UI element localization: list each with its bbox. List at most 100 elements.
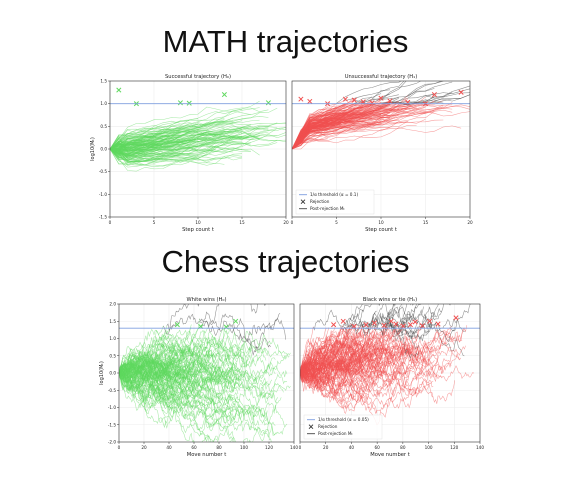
x-tick-label: 60 bbox=[191, 445, 197, 450]
post-rejection-line bbox=[387, 306, 429, 341]
x-tick-label: 20 bbox=[467, 220, 473, 225]
x-tick-label: 20 bbox=[141, 445, 147, 450]
chart-title: White wins (H₀) bbox=[186, 297, 226, 303]
chart-panel-3: White wins (H₀) 0 20 40 60 80 100 120 140 Move nu… bbox=[99, 297, 298, 458]
rejection-marker-stroke bbox=[174, 322, 180, 328]
y-tick-label: 1.0 bbox=[109, 336, 116, 341]
rejection-marker-stroke bbox=[388, 318, 394, 324]
rejection-marker bbox=[340, 318, 346, 324]
rejection-marker-stroke bbox=[177, 100, 183, 106]
y-axis-label: log10(Mₜ) bbox=[90, 137, 96, 161]
rejection-marker-stroke bbox=[387, 98, 393, 104]
trajectory-line bbox=[292, 104, 470, 150]
rejection-marker-stroke bbox=[458, 89, 464, 95]
y-tick-label: -1.0 bbox=[99, 192, 108, 197]
trajectory-line bbox=[292, 100, 435, 150]
rejection-marker-stroke bbox=[331, 322, 337, 328]
trajectory-line bbox=[292, 112, 391, 150]
trajectory-line bbox=[300, 345, 466, 402]
x-tick-label: 40 bbox=[166, 445, 172, 450]
trajectory-group bbox=[300, 304, 475, 426]
trajectory-line bbox=[300, 326, 405, 379]
rejection-marker bbox=[458, 89, 464, 95]
legend-entry-label: Post-rejection Mₜ bbox=[310, 206, 345, 211]
trajectory-line bbox=[119, 331, 274, 404]
trajectory-line bbox=[292, 126, 364, 150]
trajectory-line bbox=[110, 118, 225, 150]
post-rejection-line bbox=[336, 81, 402, 104]
trajectory-line bbox=[119, 366, 166, 391]
x-tick-label: 15 bbox=[239, 220, 245, 225]
trajectory-line bbox=[119, 325, 226, 378]
trajectory-line bbox=[300, 353, 452, 398]
rejection-marker bbox=[331, 322, 337, 328]
trajectory-line bbox=[110, 120, 243, 150]
post-rejection-line bbox=[371, 94, 399, 103]
x-tick-label: 15 bbox=[423, 220, 429, 225]
trajectory-line bbox=[300, 340, 402, 379]
rejection-marker-stroke bbox=[435, 321, 441, 327]
trajectory-line bbox=[119, 353, 273, 407]
rejection-marker-stroke bbox=[453, 315, 459, 321]
trajectory-line bbox=[110, 130, 225, 153]
trajectory-line bbox=[300, 358, 435, 396]
y-tick-label: -1.0 bbox=[108, 405, 117, 410]
post-rejection-line bbox=[434, 94, 470, 102]
trajectory-line bbox=[119, 328, 267, 378]
rejection-marker-stroke bbox=[307, 98, 313, 104]
trajectory-line bbox=[300, 326, 360, 377]
trajectory-line bbox=[119, 372, 235, 442]
rejection-marker bbox=[378, 95, 384, 101]
post-rejection-line bbox=[380, 81, 422, 101]
rejection-marker bbox=[351, 97, 357, 103]
legend-entry-label: 1/α threshold (α = 0.05) bbox=[318, 417, 369, 422]
rejection-marker bbox=[400, 323, 406, 329]
trajectory-line bbox=[119, 334, 257, 386]
trajectory-group bbox=[119, 304, 291, 442]
trajectory-line bbox=[110, 135, 172, 157]
trajectory-line bbox=[119, 361, 238, 398]
trajectory-line bbox=[300, 324, 356, 378]
rejection-marker bbox=[431, 92, 437, 98]
trajectory-line bbox=[110, 120, 234, 150]
chart-title: Unsuccessful trajectory (H₁) bbox=[345, 74, 418, 80]
post-rejection-line bbox=[229, 317, 287, 349]
rejection-marker-stroke bbox=[393, 321, 399, 327]
y-tick-label: -0.5 bbox=[108, 388, 117, 393]
rejection-marker-stroke bbox=[116, 87, 122, 93]
x-tick-label: 80 bbox=[400, 445, 406, 450]
chart-panel-4: Black wins or tie (H₁) 0 20 40 60 80 100 120 140… bbox=[299, 297, 485, 458]
trajectory-line bbox=[292, 102, 382, 150]
trajectory-line bbox=[110, 125, 260, 150]
x-tick-label: 10 bbox=[195, 220, 201, 225]
post-rejection-line bbox=[389, 81, 443, 102]
trajectory-line bbox=[110, 143, 172, 152]
rejection-marker-stroke bbox=[233, 318, 239, 324]
rejection-marker-stroke bbox=[412, 319, 418, 325]
x-tick-label: 140 bbox=[476, 445, 484, 450]
x-tick-label: 100 bbox=[425, 445, 433, 450]
trajectory-group bbox=[110, 87, 286, 172]
rejection-marker bbox=[177, 100, 183, 106]
x-tick-label: 40 bbox=[349, 445, 355, 450]
post-rejection-line bbox=[368, 327, 370, 334]
trajectory-line bbox=[119, 342, 276, 384]
x-axis-label: Step count t bbox=[365, 227, 397, 233]
trajectory-line bbox=[119, 360, 288, 389]
trajectory-line bbox=[110, 106, 278, 150]
post-rejection-line bbox=[383, 304, 439, 335]
y-tick-label: -2.0 bbox=[108, 440, 117, 445]
rejection-marker bbox=[363, 322, 369, 328]
trajectory-line bbox=[300, 326, 398, 378]
x-tick-label: 140 bbox=[290, 445, 298, 450]
rejection-marker bbox=[435, 321, 441, 327]
trajectory-line bbox=[300, 323, 388, 399]
y-tick-label: 0.0 bbox=[100, 147, 107, 152]
trajectory-line bbox=[110, 137, 260, 162]
x-tick-label: 120 bbox=[450, 445, 458, 450]
rejection-marker bbox=[381, 322, 387, 328]
trajectory-line bbox=[292, 113, 382, 150]
y-tick-label: 1.5 bbox=[100, 79, 107, 84]
y-tick-label: -0.5 bbox=[99, 169, 108, 174]
